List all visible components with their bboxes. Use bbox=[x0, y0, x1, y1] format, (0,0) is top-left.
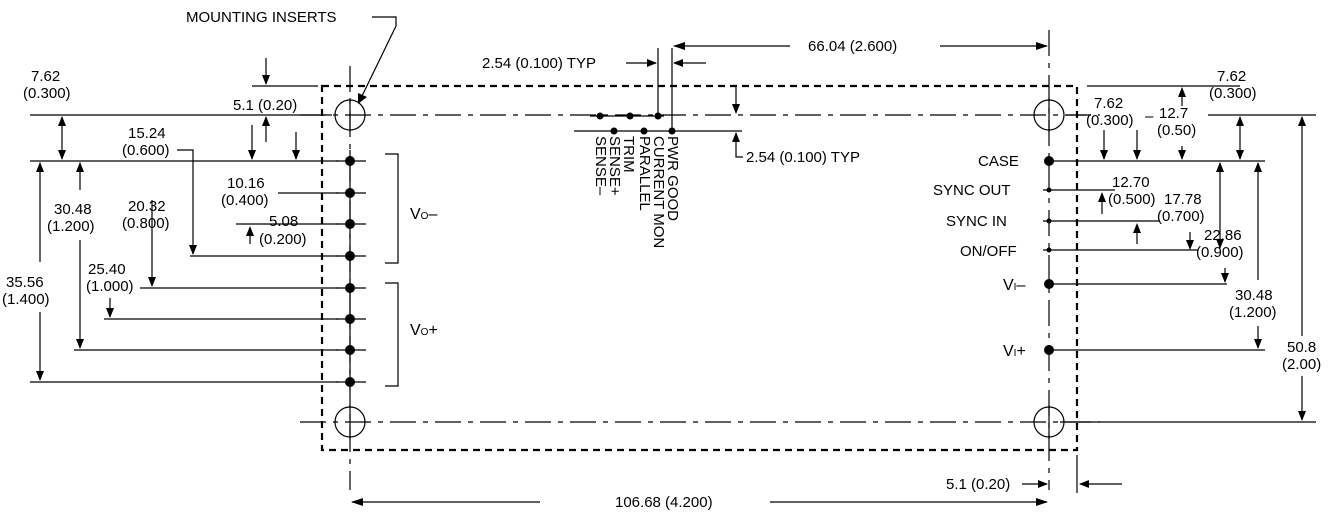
dim-left-20-32-mm: 20.32 bbox=[128, 198, 166, 215]
dim-left-7-62-mm: 7.62 bbox=[31, 68, 60, 85]
bracket-vo-minus bbox=[385, 154, 398, 263]
case-outline bbox=[322, 86, 1077, 450]
pin-label-pwr-good: PWR GOOD bbox=[664, 136, 681, 221]
dim-106-68: 106.68 (4.200) bbox=[615, 494, 713, 511]
dim-66-04: 66.04 (2.600) bbox=[808, 38, 897, 55]
dim-left-10-16-in: (0.400) bbox=[221, 192, 269, 209]
dim-right-7-62-outer-in: (0.300) bbox=[1209, 85, 1257, 102]
dim-left-5-08-in: (0.200) bbox=[259, 231, 307, 248]
dim-left-10-16-mm: 10.16 bbox=[227, 175, 265, 192]
dim-right-22-86-mm: 22.86 bbox=[1204, 227, 1242, 244]
dim-right-17-78-mm: 17.78 bbox=[1164, 191, 1202, 208]
dim-left-35-56-in: (1.400) bbox=[2, 291, 50, 308]
dim-bottom-5-1: 5.1 (0.20) bbox=[946, 476, 1010, 493]
label-mounting-inserts: MOUNTING INSERTS bbox=[186, 9, 337, 26]
dim-left-25-40-mm: 25.40 bbox=[88, 261, 126, 278]
pin-label-case: CASE bbox=[978, 153, 1019, 170]
dim-left-25-40-in: (1.000) bbox=[86, 278, 134, 295]
dim-right-7-62-inner-mm: 7.62 bbox=[1094, 95, 1123, 112]
pin-label-trim: TRIM bbox=[620, 136, 637, 173]
dim-right-12-70-in: (0.500) bbox=[1108, 191, 1156, 208]
dim-right-30-48-mm: 30.48 bbox=[1235, 287, 1273, 304]
dim-right-12-7-mm: 12.7 bbox=[1159, 105, 1188, 122]
leader-mounting-inserts bbox=[362, 17, 396, 96]
dim-right-17-78-in: (0.700) bbox=[1157, 208, 1205, 225]
pin-label-vi-plus: VI+ bbox=[1003, 343, 1026, 360]
top-pin-labels: SENSE– SENSE+ TRIM PARALLEL CURRENT MON … bbox=[592, 136, 681, 248]
dim-right-7-62-inner-in: (0.300) bbox=[1086, 112, 1134, 129]
dim-right-dash: – bbox=[1145, 108, 1154, 125]
dim-left-15-24-in: (0.600) bbox=[122, 142, 170, 159]
dim-right-50-8-in: (2.00) bbox=[1282, 356, 1321, 373]
mounting-insert-circles bbox=[335, 98, 1064, 439]
dim-right-30-48-in: (1.200) bbox=[1229, 304, 1277, 321]
label-vo-plus: VO+ bbox=[410, 322, 438, 339]
bracket-vo-plus bbox=[385, 283, 398, 386]
dim-right-7-62-outer-mm: 7.62 bbox=[1217, 68, 1246, 85]
dim-left-30-48-in: (1.200) bbox=[47, 218, 95, 235]
dim-right-50-8-mm: 50.8 bbox=[1287, 339, 1316, 356]
pin-label-on-off: ON/OFF bbox=[960, 243, 1017, 260]
dim-left-35-56-mm: 35.56 bbox=[6, 274, 44, 291]
top-pin-row bbox=[574, 48, 742, 135]
label-vo-minus: VO– bbox=[410, 206, 437, 223]
dim-left-7-62-in: (0.300) bbox=[23, 85, 71, 102]
dim-left-5-1: 5.1 (0.20) bbox=[233, 97, 297, 114]
dim-left-5-08-mm: 5.08 bbox=[269, 213, 298, 230]
dim-left-30-48-mm: 30.48 bbox=[54, 201, 92, 218]
dim-right-12-7-in: (0.50) bbox=[1157, 122, 1196, 139]
left-pin-column bbox=[336, 150, 366, 390]
pin-label-sync-in: SYNC IN bbox=[946, 213, 1007, 230]
dim-pitch-top: 2.54 (0.100) TYP bbox=[482, 55, 596, 72]
dim-left-20-32-in: (0.800) bbox=[122, 215, 170, 232]
dim-pitch-right: 2.54 (0.100) TYP bbox=[746, 149, 860, 166]
pin-label-vi-minus: VI– bbox=[1003, 277, 1025, 294]
dim-right-12-70-mm: 12.70 bbox=[1112, 174, 1150, 191]
dim-left-15-24-mm: 15.24 bbox=[128, 125, 166, 142]
pin-label-sync-out: SYNC OUT bbox=[933, 182, 1011, 199]
dim-right-22-86-in: (0.900) bbox=[1196, 244, 1244, 261]
